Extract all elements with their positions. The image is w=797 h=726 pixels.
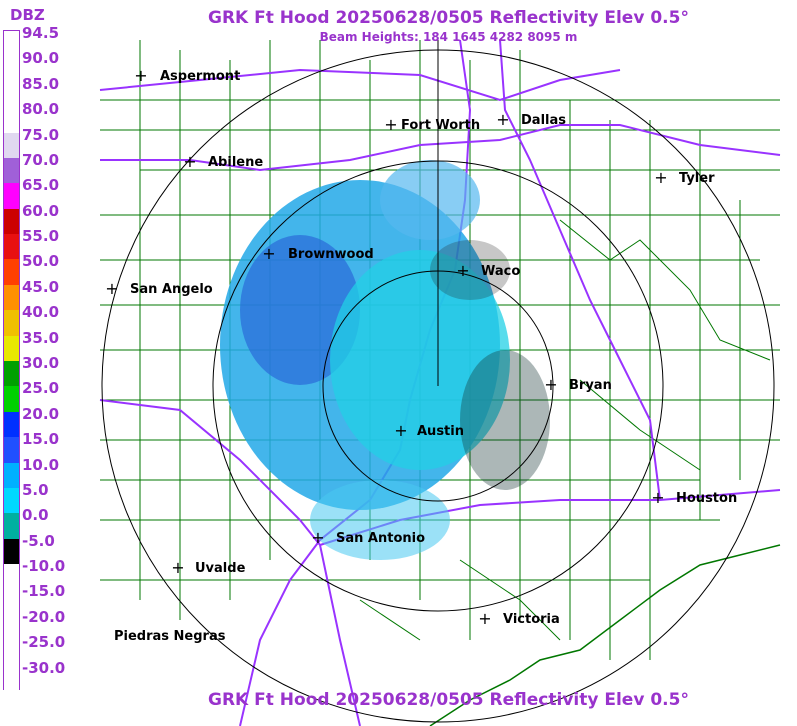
city-marker-icon: + xyxy=(311,528,324,547)
legend-swatch xyxy=(4,335,19,361)
city-markers: + Aspermont + Fort Worth + Dallas + Abilene + Tyl… xyxy=(105,66,737,644)
legend-swatch xyxy=(4,81,19,108)
city-marker-icon: + xyxy=(651,488,664,507)
range-rings xyxy=(101,40,775,723)
city-marker-icon: + xyxy=(384,115,397,134)
legend-label: 0.0 xyxy=(22,506,49,525)
page-title: GRK Ft Hood 20250628/0505 Reflectivity E… xyxy=(208,8,689,28)
legend-label: 10.0 xyxy=(22,455,60,474)
city-marker-icon: + xyxy=(544,375,557,394)
city-label: Aspermont xyxy=(160,69,240,84)
legend-label: 5.0 xyxy=(22,480,49,499)
legend-swatch xyxy=(4,640,19,666)
city-label: Fort Worth xyxy=(401,118,480,133)
city-marker-icon: + xyxy=(394,421,407,440)
legend-swatch xyxy=(4,538,19,565)
city-label: Victoria xyxy=(503,612,560,627)
city-label: Austin xyxy=(417,424,464,439)
legend-swatch xyxy=(4,437,19,463)
legend-label: 80.0 xyxy=(22,100,60,119)
page-title-bottom: GRK Ft Hood 20250628/0505 Reflectivity E… xyxy=(208,690,689,710)
legend-label: -30.0 xyxy=(22,658,66,677)
legend-label: -20.0 xyxy=(22,607,66,626)
legend-label: 60.0 xyxy=(22,201,60,220)
city-marker-icon: + xyxy=(456,261,469,280)
legend-swatch xyxy=(4,284,19,311)
city-marker-icon: + xyxy=(183,152,196,171)
legend-label: -25.0 xyxy=(22,633,66,652)
legend-swatch xyxy=(4,234,19,260)
dbz-legend: DBZ 94.5 90.0 85.0 80.0 75.0 70.0 65.0 60.0 55.0… xyxy=(0,0,65,726)
legend-label: 50.0 xyxy=(22,252,60,271)
legend-swatch xyxy=(4,31,19,57)
legend-swatch xyxy=(4,614,19,641)
legend-swatch xyxy=(4,361,19,387)
legend-swatch xyxy=(4,310,19,336)
gulf-coast xyxy=(429,544,781,726)
legend-label: 75.0 xyxy=(22,125,60,144)
city-marker-icon: + xyxy=(171,558,184,577)
city-marker-icon: + xyxy=(105,279,118,298)
legend-swatch xyxy=(4,462,19,488)
city-label: San Angelo xyxy=(130,282,213,297)
legend-swatch xyxy=(4,665,19,691)
legend-label: 40.0 xyxy=(22,303,60,322)
legend-label: 25.0 xyxy=(22,379,60,398)
legend-swatch xyxy=(4,386,19,412)
legend-label: -10.0 xyxy=(22,557,66,576)
beam-heights: Beam Heights: 184 1645 4282 8095 m xyxy=(319,30,578,44)
legend-swatch xyxy=(4,56,19,82)
legend-label: -5.0 xyxy=(22,531,55,550)
city-label: Brownwood xyxy=(288,247,374,262)
city-marker-icon: + xyxy=(654,168,667,187)
city-label: Tyler xyxy=(679,171,715,186)
legend-label: 15.0 xyxy=(22,430,60,449)
legend-label: 45.0 xyxy=(22,277,60,296)
city-marker-icon: + xyxy=(478,609,491,628)
city-label: Houston xyxy=(676,491,737,506)
legend-swatch xyxy=(4,107,19,133)
city-marker-icon: + xyxy=(496,110,509,129)
city-label: Waco xyxy=(481,264,520,279)
legend-swatch xyxy=(4,564,19,590)
legend-swatch xyxy=(4,513,19,539)
legend-swatch xyxy=(4,589,19,615)
legend-swatch xyxy=(4,411,19,438)
city-label: San Antonio xyxy=(336,531,425,546)
legend-swatch xyxy=(4,208,19,235)
city-label: Bryan xyxy=(569,378,612,393)
legend-label: 65.0 xyxy=(22,176,60,195)
legend-label: 30.0 xyxy=(22,354,60,372)
legend-color-bar xyxy=(3,30,20,691)
legend-label: 20.0 xyxy=(22,404,60,423)
city-label: Piedras Negras xyxy=(114,629,226,644)
legend-label: 90.0 xyxy=(22,49,60,68)
legend-label: 70.0 xyxy=(22,150,60,169)
city-label: Abilene xyxy=(208,155,263,170)
legend-swatch xyxy=(4,132,19,158)
legend-swatch xyxy=(4,259,19,285)
city-marker-icon: + xyxy=(134,66,147,85)
legend-label: 85.0 xyxy=(22,74,60,93)
legend-label: 94.5 xyxy=(22,24,60,42)
legend-swatch xyxy=(4,487,19,514)
legend-swatch xyxy=(4,183,19,209)
legend-label: 35.0 xyxy=(22,328,60,347)
city-label: Uvalde xyxy=(195,561,246,576)
legend-title: DBZ xyxy=(10,6,45,24)
legend-swatch xyxy=(4,157,19,184)
legend-label: 55.0 xyxy=(22,227,60,246)
city-marker-icon: + xyxy=(262,244,275,263)
legend-label: -15.0 xyxy=(22,582,66,601)
city-label: Dallas xyxy=(521,113,566,128)
